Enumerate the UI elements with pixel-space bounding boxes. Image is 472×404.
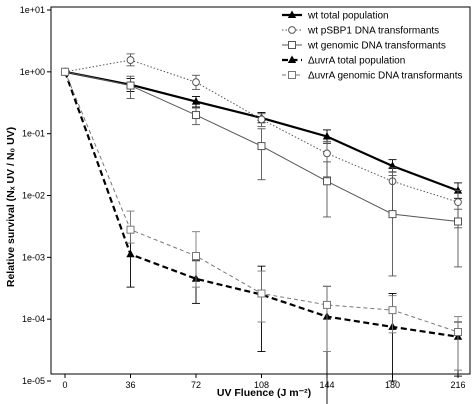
series-uvra-genomic-dna-transformants-point [323, 300, 331, 309]
series-uvra-genomic-dna-transformants-point [126, 225, 135, 234]
series-uvra-genomic-dna-transformants [61, 67, 462, 371]
series-uvra-genomic-dna-transformants-point [388, 306, 397, 315]
series-wt-genomic-dna-transformants-point [126, 81, 135, 90]
series-wt-psbp1-dna-transformants-point [454, 198, 462, 207]
legend-item-uvra-genomic-dna-transformants: ΔuvrA genomic DNA transformants [282, 71, 463, 82]
x-tick-label: 72 [191, 380, 201, 390]
series-uvra-genomic-dna-transformants-point [61, 67, 69, 76]
legend-item-wt-psbp1-dna-transformants-point [288, 26, 296, 34]
legend-item-wt-total-population: wt total population [282, 10, 389, 22]
legend-item-wt-psbp1-dna-transformants-label: wt pSBP1 DNA transformants [307, 26, 439, 37]
series-wt-genomic-dna-transformants-point [192, 111, 200, 120]
axes: 0 36 72 108 144 180 2161e-051e-041e-031e-021e-… [20, 5, 471, 390]
x-tick-label: 36 [125, 380, 135, 390]
legend-item-wt-psbp1-dna-transformants: wt pSBP1 DNA transformants [282, 26, 439, 37]
series-uvra-total-population-point [126, 249, 135, 258]
legend-item-wt-genomic-dna-transformants: wt genomic DNA transformants [282, 41, 446, 52]
y-tick-label: 1e-01 [22, 129, 45, 139]
legend: wt total population wt pSBP1 DNA transfor… [282, 10, 463, 82]
x-tick-label: 108 [254, 380, 269, 390]
y-tick-label: 1e+01 [20, 5, 45, 15]
legend-item-uvra-genomic-dna-transformants-point [288, 71, 296, 79]
series-wt-psbp1-dna-transformants-point [257, 115, 266, 124]
y-tick-label: 1e-03 [22, 252, 45, 262]
series-wt-genomic-dna-transformants-point [323, 177, 331, 186]
y-tick-label: 1e-04 [22, 314, 45, 324]
series-uvra-genomic-dna-transformants-point [192, 252, 200, 261]
y-tick-label: 1e-05 [22, 376, 45, 386]
legend-item-wt-genomic-dna-transformants-point [288, 41, 296, 49]
series-uvra-genomic-dna-transformants-point [454, 328, 462, 337]
x-tick-label: 216 [450, 380, 465, 390]
series-wt-psbp1-dna-transformants-point [192, 78, 200, 87]
x-tick-label: 180 [385, 380, 400, 390]
plot-frame [50, 6, 471, 375]
legend-item-wt-total-population-label: wt total population [307, 11, 389, 22]
series-wt-genomic-dna-transformants-point [454, 217, 462, 226]
series-wt-psbp1-dna-transformants-point [126, 56, 135, 64]
y-axis-title: Relative survival (Nₓ UV / N₀ UV) [5, 127, 17, 287]
series-wt-genomic-dna-transformants-point [388, 210, 397, 219]
legend-item-uvra-genomic-dna-transformants-label: ΔuvrA genomic DNA transformants [308, 71, 463, 82]
series-wt-psbp1-dna-transformants-point [323, 149, 331, 158]
series-uvra-genomic-dna-transformants-point [257, 289, 266, 298]
x-axis-title: UV Fluence (J m⁻²) [217, 387, 311, 399]
legend-item-uvra-total-population: ΔuvrA total population [282, 55, 405, 67]
legend-item-uvra-total-population-label: ΔuvrA total population [308, 56, 405, 67]
legend-item-wt-genomic-dna-transformants-label: wt genomic DNA transformants [307, 41, 446, 52]
y-tick-label: 1e+00 [20, 67, 45, 77]
series-group [60, 53, 463, 404]
x-tick-label: 0 [62, 380, 67, 390]
y-tick-label: 1e-02 [22, 191, 45, 201]
series-wt-genomic-dna-transformants-point [257, 142, 266, 151]
series-wt-genomic-dna-transformants [61, 67, 462, 277]
